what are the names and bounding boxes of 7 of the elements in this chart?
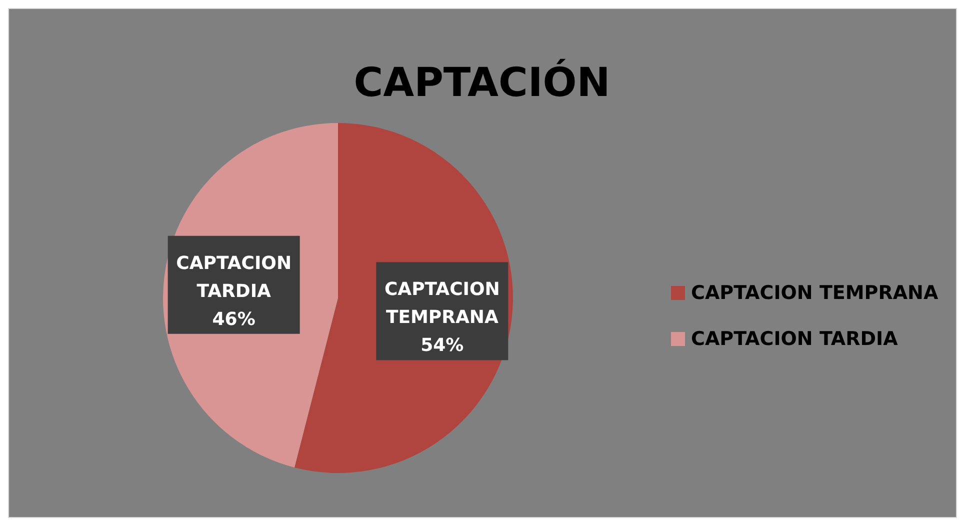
data-label: 46%: [212, 308, 256, 330]
data-label: 54%: [420, 335, 464, 356]
slice-label: CAPTACION TARDIA: [176, 252, 292, 302]
legend-label: CAPTACION TARDIA: [691, 328, 898, 350]
slice-label: CAPTACION TEMPRANA: [384, 279, 500, 328]
legend-label: CAPTACION TEMPRANA: [691, 282, 938, 304]
chart-title: CAPTACIÓN: [354, 58, 610, 106]
